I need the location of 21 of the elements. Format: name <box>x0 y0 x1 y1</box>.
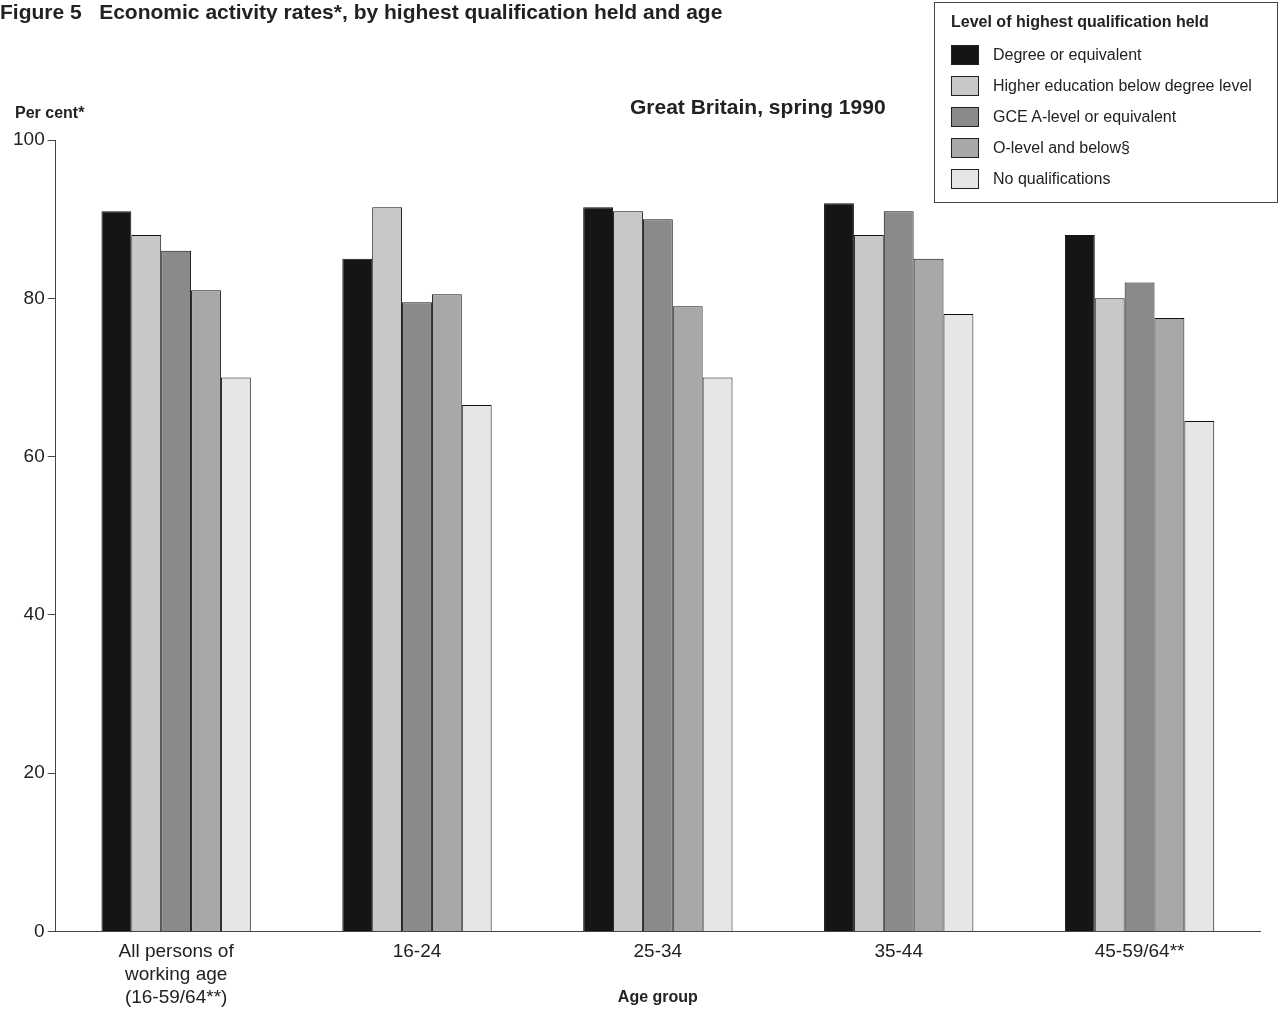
chart-title: Figure 5 Economic activity rates*, by highest qualification held and age <box>0 0 723 24</box>
x-tick-label: 35-44 <box>874 940 924 962</box>
legend-label: No qualifications <box>993 169 1111 188</box>
y-tick-label: 100 <box>13 128 45 150</box>
x-tick-label: 16-24 <box>392 940 442 962</box>
y-tick-label: 40 <box>23 603 45 625</box>
x-tick-label: 45-59/64** <box>1094 940 1186 962</box>
x-axis-title: Age group <box>617 987 699 1005</box>
y-tick-label: 80 <box>23 286 45 308</box>
chart-subtitle: Great Britain, spring 1990 <box>630 95 886 119</box>
x-tick-label: All persons of working age (16-59/64**) <box>118 940 235 1007</box>
legend-label: O-level and below§ <box>993 138 1130 157</box>
legend-label: Higher education below degree level <box>993 76 1252 95</box>
y-tick-label: 0 <box>34 919 45 941</box>
y-tick-label: 60 <box>23 444 45 466</box>
legend-label: GCE A-level or equivalent <box>993 107 1177 126</box>
x-tick-label: 25-34 <box>633 940 683 962</box>
y-axis-title: Per cent* <box>15 104 85 122</box>
legend-title: Level of highest qualification held <box>951 13 1210 31</box>
legend-label: Degree or equivalent <box>993 45 1142 64</box>
y-tick-label: 20 <box>23 761 45 783</box>
